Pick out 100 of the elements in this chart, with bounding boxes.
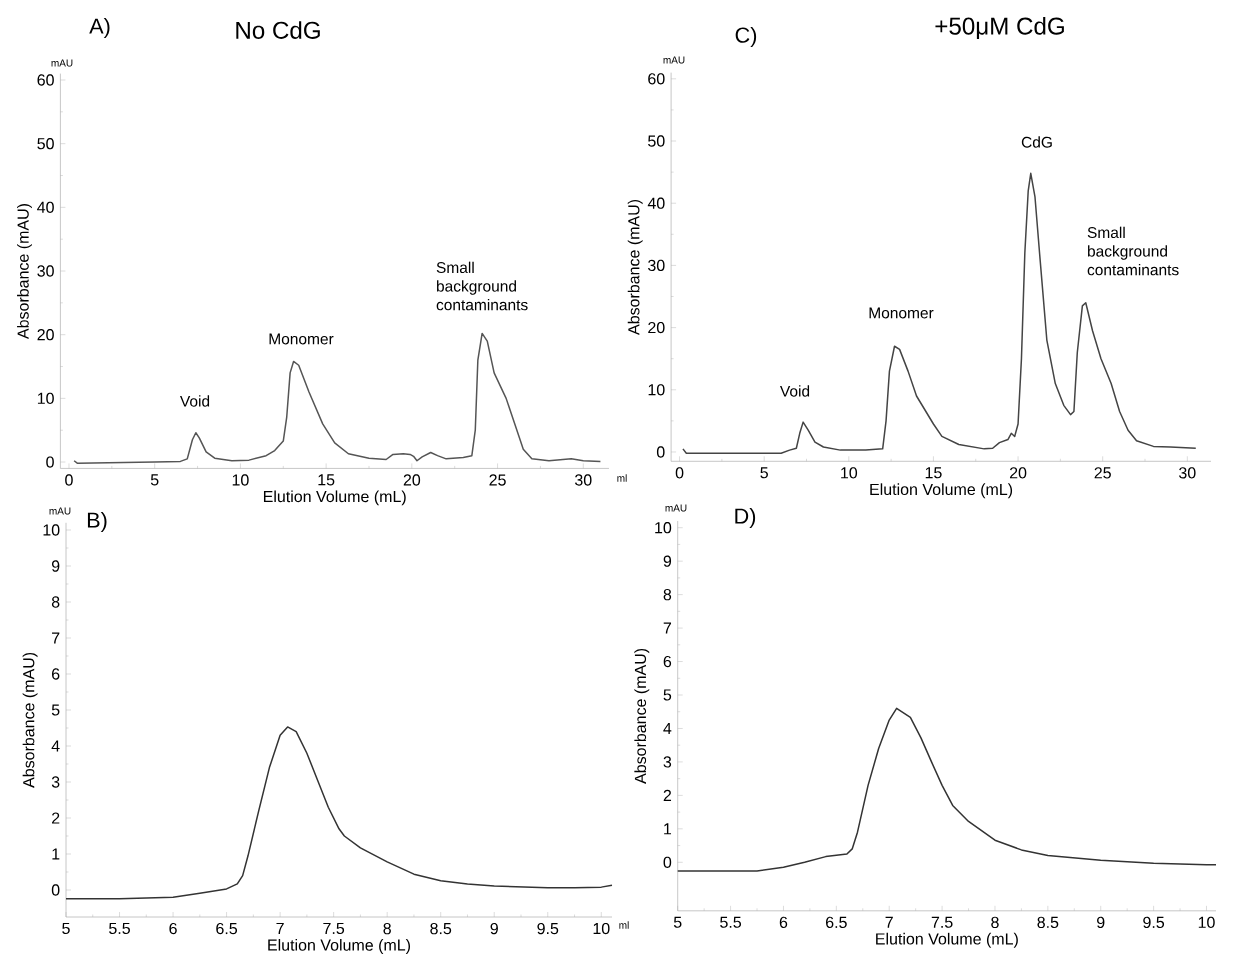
y-tick-label: 50 (648, 135, 665, 147)
x-tick-label: 5.5 (720, 916, 742, 928)
text: mAU (665, 504, 687, 512)
x-tick-label: 8 (383, 922, 391, 935)
y-tick-label: 10 (655, 522, 672, 534)
y-tick-label: 6 (52, 668, 60, 680)
y-tick-label: 40 (37, 201, 54, 213)
y-tick-label: 10 (43, 524, 60, 536)
x-tick-label: 10 (1198, 916, 1215, 929)
x-tick-label: 7 (276, 922, 284, 934)
y-tick-label: 3 (51, 776, 60, 788)
x-axis-title: Elution Volume (mL) (870, 483, 1013, 499)
x-axis-title: Elution Volume (mL) (268, 939, 411, 954)
x-tick-label: 0 (675, 467, 684, 479)
annotation: D) (735, 507, 756, 529)
x-tick-label: 6.5 (826, 916, 847, 929)
y-tick-label: 4 (51, 740, 60, 752)
x-tick-label: 0 (65, 474, 73, 486)
y-tick-label: 50 (37, 138, 54, 150)
x-tick-label: 6 (779, 916, 788, 929)
y-tick-label: 7 (52, 632, 60, 644)
x-tick-label: 9 (490, 922, 498, 935)
x-tick-label: 5 (150, 474, 159, 486)
x-tick-label: 15 (925, 467, 942, 479)
y-tick-label: 60 (37, 74, 54, 86)
annotation: B) (87, 511, 107, 533)
y-axis-title: Absorbance (mAU) (634, 648, 650, 784)
y-tick-label: 7 (663, 622, 672, 634)
line-series (682, 172, 1197, 454)
y-tick-label: 2 (52, 812, 60, 824)
x-tick-label: 5 (760, 467, 768, 479)
x-tick-label: 9.5 (1143, 916, 1165, 929)
y-tick-label: 20 (37, 329, 54, 341)
line-series (676, 707, 1217, 872)
annotation: CdG (1021, 136, 1052, 148)
y-tick-label: 9 (51, 560, 60, 572)
y-tick-label: 4 (663, 722, 672, 734)
chart-title: +50μM CdG (935, 16, 1064, 40)
x-tick-label: 5.5 (109, 922, 130, 935)
y-axis-title: Absorbance (mAU) (627, 199, 643, 335)
x-axis-title: Elution Volume (mL) (876, 932, 1018, 948)
y-tick-label: 60 (648, 73, 665, 85)
x-tick-label: 10 (593, 922, 610, 935)
x-tick-label: 7 (885, 916, 893, 928)
annotation: Void (180, 395, 210, 407)
x-tick-label: 10 (841, 467, 858, 479)
x-tick-label: 6.5 (216, 922, 238, 935)
y-tick-label: 5 (663, 689, 672, 701)
y-tick-label: 0 (656, 446, 665, 458)
y-tick-label: 0 (46, 456, 54, 468)
y-tick-label: 1 (664, 823, 672, 835)
x-tick-label: 8.5 (430, 922, 452, 935)
y-tick-label: 30 (648, 259, 665, 272)
y-tick-label: 0 (51, 884, 60, 896)
y-tick-label: 40 (647, 197, 665, 209)
annotation: Small background contaminants (1087, 226, 1179, 276)
y-tick-label: 30 (37, 265, 54, 277)
x-tick-label: 9.5 (537, 922, 559, 935)
text: mAU (51, 59, 73, 67)
y-axis-title: Absorbance (mAU) (17, 204, 32, 340)
text: C) (735, 26, 757, 48)
x-axis-title: Elution Volume (mL) (263, 490, 406, 506)
y-tick-label: 8 (51, 596, 60, 608)
y-tick-label: 9 (663, 555, 672, 567)
text: mAU (49, 507, 71, 515)
x-tick-label: 15 (318, 474, 335, 486)
line-series (65, 726, 613, 900)
x-tick-label: 25 (489, 474, 506, 486)
y-tick-label: 10 (648, 384, 665, 396)
annotation: Void (780, 385, 810, 397)
annotation: Monomer (869, 307, 934, 319)
x-tick-label: 10 (232, 474, 249, 486)
x-tick-label: 20 (1009, 467, 1027, 479)
text: ml (617, 474, 627, 482)
y-tick-label: 6 (663, 655, 672, 668)
text: mAU (663, 56, 685, 64)
x-tick-label: 30 (574, 474, 592, 486)
x-tick-label: 9 (1097, 916, 1105, 929)
text: A) (89, 17, 110, 39)
text: ml (619, 921, 629, 929)
y-tick-label: 1 (52, 848, 60, 860)
line-series (73, 332, 602, 465)
y-tick-label: 8 (663, 588, 672, 601)
annotation: Monomer (269, 333, 334, 345)
annotation: Small background contaminants (436, 261, 528, 311)
x-tick-label: 30 (1179, 467, 1196, 479)
x-tick-label: 20 (403, 474, 421, 486)
y-tick-label: 3 (663, 756, 672, 768)
x-tick-label: 5 (62, 922, 70, 935)
x-tick-label: 7.5 (931, 916, 953, 928)
x-tick-label: 25 (1094, 467, 1111, 479)
chart-title: No CdG (236, 21, 320, 39)
y-tick-label: 10 (37, 392, 54, 405)
y-tick-label: 5 (51, 704, 60, 716)
x-tick-label: 8 (991, 916, 999, 929)
x-tick-label: 8.5 (1037, 916, 1059, 929)
y-tick-label: 0 (663, 856, 672, 868)
y-tick-label: 2 (663, 789, 672, 801)
x-tick-label: 5 (673, 916, 682, 928)
y-tick-label: 20 (648, 321, 665, 334)
